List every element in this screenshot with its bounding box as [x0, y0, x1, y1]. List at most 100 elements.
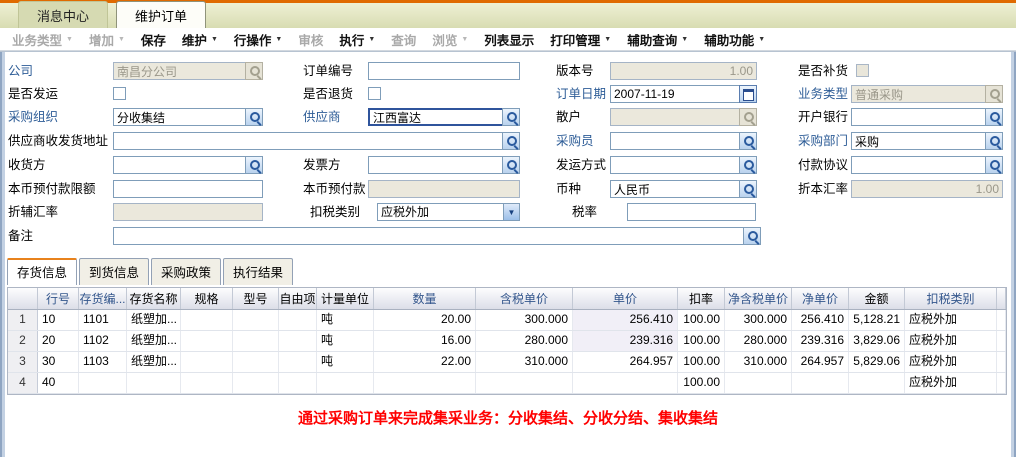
row-selector-cell[interactable]: 1: [8, 310, 38, 330]
is-ship-checkbox[interactable]: [113, 87, 126, 100]
order-date-input[interactable]: [610, 85, 739, 103]
grid-cell[interactable]: 264.957: [792, 352, 849, 372]
dropdown-arrow-icon[interactable]: ▼: [503, 203, 520, 221]
grid-cell[interactable]: 纸塑加...: [127, 352, 181, 372]
grid-cell[interactable]: 20: [38, 331, 79, 351]
grid-cell[interactable]: 280.000: [476, 331, 573, 351]
purchase-org-lookup-icon[interactable]: [245, 108, 263, 126]
detail-tab[interactable]: 存货信息: [7, 258, 78, 285]
grid-cell[interactable]: 吨: [317, 331, 374, 351]
grid-cell[interactable]: 应税外加: [905, 331, 997, 351]
grid-cell[interactable]: 1101: [79, 310, 127, 330]
grid-cell[interactable]: [181, 352, 233, 372]
toolbar-item[interactable]: 列表显示: [476, 30, 542, 49]
grid-cell[interactable]: [279, 331, 317, 351]
grid-cell[interactable]: [792, 373, 849, 393]
grid-cell[interactable]: [79, 373, 127, 393]
toolbar-item[interactable]: 辅助查询 ▼: [619, 30, 696, 49]
receiver-lookup-icon[interactable]: [245, 156, 263, 174]
grid-cell[interactable]: [279, 373, 317, 393]
grid-cell[interactable]: 3,829.06: [849, 331, 905, 351]
toolbar-item[interactable]: 维护 ▼: [174, 30, 226, 49]
supplier-lookup-icon[interactable]: [502, 108, 520, 126]
grid-cell[interactable]: [127, 373, 181, 393]
payment-agreement-lookup-icon[interactable]: [985, 156, 1003, 174]
bank-lookup-icon[interactable]: [985, 108, 1003, 126]
order-no-input[interactable]: [368, 62, 520, 80]
grid-cell[interactable]: [233, 310, 279, 330]
grid-cell[interactable]: [476, 373, 573, 393]
tax-rate-input[interactable]: [627, 203, 756, 221]
grid-cell[interactable]: 22.00: [374, 352, 476, 372]
purchase-org-input[interactable]: [113, 108, 245, 126]
buyer-input[interactable]: [610, 132, 739, 150]
grid-cell[interactable]: 310.000: [725, 352, 792, 372]
prepay-limit-input[interactable]: [113, 180, 263, 198]
grid-cell[interactable]: 吨: [317, 352, 374, 372]
grid-cell[interactable]: 264.957: [573, 352, 678, 372]
grid-cell[interactable]: [374, 373, 476, 393]
row-selector-cell[interactable]: 3: [8, 352, 38, 372]
grid-cell[interactable]: 310.000: [476, 352, 573, 372]
grid-cell[interactable]: [181, 310, 233, 330]
tax-category-select[interactable]: 应税外加 ▼: [377, 203, 520, 221]
payment-agreement-input[interactable]: [851, 156, 985, 174]
row-selector-cell[interactable]: 4: [8, 373, 38, 393]
toolbar-item[interactable]: 行操作 ▼: [226, 30, 290, 49]
purchase-dept-lookup-icon[interactable]: [985, 132, 1003, 150]
grid-cell[interactable]: [725, 373, 792, 393]
calendar-icon[interactable]: [739, 85, 757, 103]
invoice-party-input[interactable]: [368, 156, 502, 174]
receiver-input[interactable]: [113, 156, 245, 174]
grid-cell[interactable]: 100.00: [678, 331, 725, 351]
tab-maintain-order[interactable]: 维护订单: [116, 1, 207, 28]
purchase-dept-input[interactable]: [851, 132, 985, 150]
grid-cell[interactable]: [233, 373, 279, 393]
grid-cell[interactable]: [233, 331, 279, 351]
grid-cell[interactable]: 1102: [79, 331, 127, 351]
grid-cell[interactable]: 16.00: [374, 331, 476, 351]
grid-cell[interactable]: 纸塑加...: [127, 331, 181, 351]
row-selector-cell[interactable]: 2: [8, 331, 38, 351]
grid-cell[interactable]: 300.000: [725, 310, 792, 330]
grid-cell[interactable]: [181, 331, 233, 351]
toolbar-item[interactable]: 保存: [133, 30, 174, 49]
currency-lookup-icon[interactable]: [739, 180, 757, 198]
grid-cell[interactable]: [849, 373, 905, 393]
detail-tab[interactable]: 采购政策: [151, 258, 222, 285]
buyer-lookup-icon[interactable]: [739, 132, 757, 150]
grid-cell[interactable]: [317, 373, 374, 393]
grid-cell[interactable]: 280.000: [725, 331, 792, 351]
toolbar-item[interactable]: 辅助功能 ▼: [696, 30, 773, 49]
grid-cell[interactable]: 100.00: [678, 352, 725, 372]
detail-tab[interactable]: 到货信息: [79, 258, 150, 285]
bank-input[interactable]: [851, 108, 985, 126]
remark-lookup-icon[interactable]: [743, 227, 761, 245]
supplier-address-lookup-icon[interactable]: [502, 132, 520, 150]
grid-cell[interactable]: 30: [38, 352, 79, 372]
grid-cell[interactable]: 100.00: [678, 373, 725, 393]
grid-cell[interactable]: 239.316: [792, 331, 849, 351]
grid-cell[interactable]: 5,829.06: [849, 352, 905, 372]
grid-cell[interactable]: 10: [38, 310, 79, 330]
ship-method-input[interactable]: [610, 156, 739, 174]
grid-cell[interactable]: [573, 373, 678, 393]
remark-input[interactable]: [113, 227, 743, 245]
is-return-checkbox[interactable]: [368, 87, 381, 100]
grid-cell[interactable]: 300.000: [476, 310, 573, 330]
grid-cell[interactable]: 20.00: [374, 310, 476, 330]
grid-cell[interactable]: 纸塑加...: [127, 310, 181, 330]
grid-cell[interactable]: [233, 352, 279, 372]
detail-tab[interactable]: 执行结果: [223, 258, 294, 285]
grid-cell[interactable]: 吨: [317, 310, 374, 330]
grid-cell[interactable]: [181, 373, 233, 393]
grid-cell[interactable]: 100.00: [678, 310, 725, 330]
grid-cell[interactable]: 1103: [79, 352, 127, 372]
currency-input[interactable]: [610, 180, 739, 198]
grid-cell[interactable]: 5,128.21: [849, 310, 905, 330]
supplier-address-input[interactable]: [113, 132, 502, 150]
toolbar-item[interactable]: 执行 ▼: [331, 30, 383, 49]
grid-cell[interactable]: 应税外加: [905, 373, 997, 393]
invoice-party-lookup-icon[interactable]: [502, 156, 520, 174]
grid-cell[interactable]: 应税外加: [905, 352, 997, 372]
